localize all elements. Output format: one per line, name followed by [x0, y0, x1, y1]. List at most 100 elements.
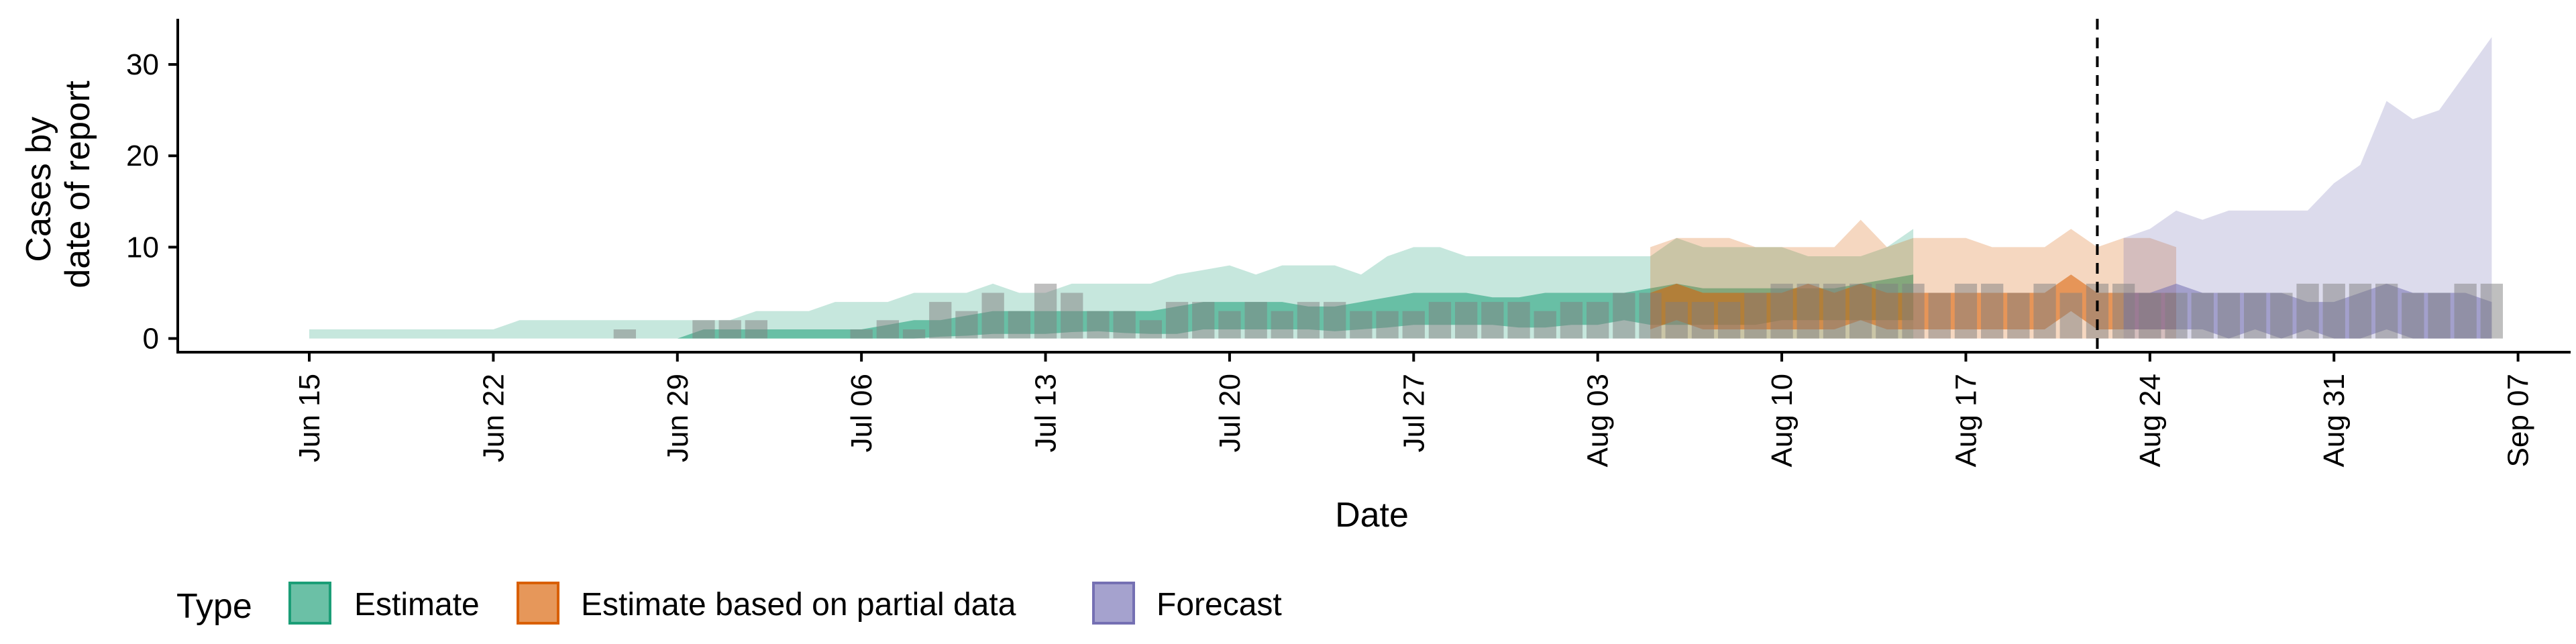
- legend-label-partial: Estimate based on partial data: [581, 587, 1016, 623]
- reported-case-bar: [745, 320, 767, 339]
- y-tick-label: 20: [126, 140, 159, 172]
- plot-area: [309, 19, 2503, 352]
- reported-case-bar: [2007, 292, 2030, 339]
- reported-case-bar: [1402, 311, 1425, 339]
- reported-case-bar: [1271, 311, 1293, 339]
- legend-label-estimate: Estimate: [354, 587, 480, 623]
- reported-case-bar: [1192, 302, 1215, 339]
- y-axis-title: Cases by date of report: [19, 80, 97, 288]
- reported-case-bar: [1350, 311, 1373, 339]
- reported-case-bar: [1928, 292, 1951, 339]
- reported-case-bar: [1744, 292, 1767, 339]
- reported-case-bar: [1165, 302, 1189, 339]
- reported-cases-bars: [613, 283, 2503, 339]
- reported-case-bar: [1902, 283, 1925, 339]
- y-axis-title-line-1: Cases by: [19, 117, 58, 262]
- legend-label-forecast: Forecast: [1157, 587, 1282, 623]
- reported-case-bar: [692, 320, 715, 339]
- y-tick-label: 10: [126, 231, 159, 264]
- x-tick-label: Aug 10: [1766, 374, 1799, 467]
- reported-case-bar: [1587, 302, 1609, 339]
- reported-case-bar: [2217, 292, 2241, 339]
- reported-case-bar: [2428, 292, 2451, 339]
- reported-case-bar: [2480, 283, 2503, 339]
- reported-case-bar: [1665, 302, 1688, 339]
- x-axis-title: Date: [1335, 496, 1409, 535]
- x-tick-label: Jul 20: [1214, 374, 1246, 452]
- x-tick-label: Sep 07: [2502, 374, 2535, 467]
- x-tick-label: Aug 31: [2318, 374, 2351, 467]
- legend: Type Estimate Estimate based on partial …: [176, 582, 1282, 626]
- reported-case-bar: [2375, 283, 2398, 339]
- reported-case-bar: [1849, 283, 1872, 339]
- reported-case-bar: [1428, 302, 1452, 339]
- reported-case-bar: [1087, 311, 1110, 339]
- reported-case-bar: [2270, 292, 2293, 339]
- reported-case-bar: [2454, 283, 2477, 339]
- reported-case-bar: [2059, 292, 2082, 339]
- x-tick-label: Jun 29: [661, 374, 694, 462]
- reported-case-bar: [1139, 320, 1162, 339]
- reported-case-bar: [1507, 302, 1530, 339]
- reported-case-bar: [1218, 311, 1241, 339]
- reported-case-bar: [929, 302, 952, 339]
- reported-case-bar: [1981, 283, 2004, 339]
- reported-case-bar: [1823, 283, 1846, 339]
- y-tick-label: 0: [143, 323, 159, 356]
- reported-case-bar: [1034, 283, 1057, 339]
- legend-item-estimate: Estimate: [288, 582, 480, 625]
- reported-case-bar: [1113, 311, 1136, 339]
- reported-case-bar: [1481, 302, 1504, 339]
- reported-case-bar: [1455, 302, 1478, 339]
- x-tick-label: Jun 15: [293, 374, 326, 462]
- legend-key-partial: [517, 582, 559, 625]
- reported-case-bar: [1796, 283, 1819, 339]
- x-tick-label: Aug 17: [1950, 374, 1983, 467]
- x-ticks: Jun 15 Jun 22 Jun 29 Jul 06 Jul 13 Jul 20 Jul …: [293, 352, 2535, 467]
- reported-case-bar: [1008, 311, 1030, 339]
- reported-case-bar: [2244, 292, 2267, 339]
- x-tick-label: Jul 27: [1397, 374, 1430, 452]
- reported-case-bar: [2296, 283, 2319, 339]
- reported-case-bar: [955, 311, 978, 339]
- reported-case-bar: [1244, 302, 1267, 339]
- reported-case-bar: [981, 292, 1004, 339]
- reported-case-bar: [2349, 283, 2372, 339]
- x-tick-label: Jul 13: [1030, 374, 1063, 452]
- reported-case-bar: [2191, 292, 2214, 339]
- reported-case-bar: [1691, 302, 1715, 339]
- reported-case-bar: [2165, 292, 2188, 339]
- legend-title: Type: [176, 587, 252, 626]
- reported-case-bar: [2112, 283, 2135, 339]
- y-axis: 0 10 20 30 Cases by date of report: [19, 19, 179, 356]
- legend-key-forecast: [1092, 582, 1135, 625]
- reported-case-bar: [902, 329, 926, 339]
- reported-case-bar: [1324, 302, 1346, 339]
- x-tick-label: Jun 22: [477, 374, 510, 462]
- reported-case-bar: [850, 329, 873, 339]
- reported-case-bar: [1954, 283, 1978, 339]
- x-tick-label: Aug 24: [2134, 374, 2167, 467]
- reported-case-bar: [1376, 311, 1399, 339]
- ribbon-layer: [309, 37, 2492, 339]
- y-tick-label: 30: [126, 48, 159, 81]
- reported-case-bar: [2402, 292, 2424, 339]
- reported-case-bar: [2322, 283, 2345, 339]
- reported-case-bar: [1534, 311, 1556, 339]
- reported-case-bar: [2139, 292, 2161, 339]
- reported-case-bar: [1876, 283, 1898, 339]
- reported-case-bar: [1297, 302, 1320, 339]
- x-axis: Jun 15 Jun 22 Jun 29 Jul 06 Jul 13 Jul 20 Jul …: [176, 351, 2571, 535]
- x-tick-label: Aug 03: [1582, 374, 1615, 467]
- reported-case-bar: [1061, 292, 1083, 339]
- band-90-forecast: [2123, 37, 2492, 339]
- x-tick-label: Jul 06: [845, 374, 878, 452]
- reported-case-bar: [1639, 292, 1662, 339]
- y-axis-title-line-2: date of report: [58, 80, 97, 288]
- reported-case-bar: [718, 320, 741, 339]
- legend-key-estimate: [288, 582, 331, 625]
- reported-case-bar: [876, 320, 899, 339]
- legend-item-forecast: Forecast: [1092, 582, 1282, 625]
- y-ticks: 0 10 20 30: [126, 48, 178, 356]
